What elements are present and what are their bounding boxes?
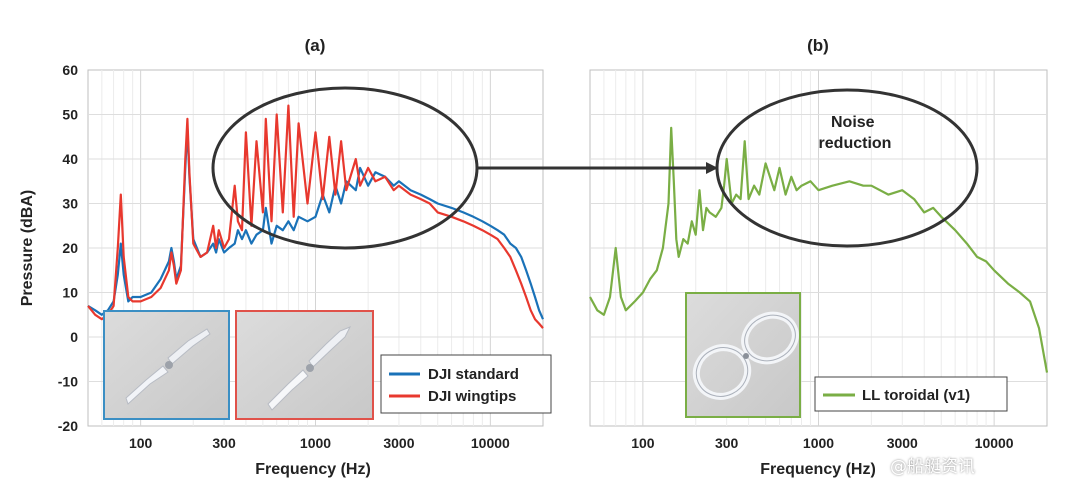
legend-b: LL toroidal (v1) — [814, 376, 1008, 412]
inset-toroidal-image — [685, 292, 801, 418]
y-tick-label: 60 — [62, 62, 78, 78]
x-tick-label: 300 — [715, 435, 739, 451]
series-b — [589, 126, 1049, 373]
legend-a: DJI standard DJI wingtips — [380, 354, 552, 414]
legend-dji-standard-label: DJI standard — [428, 366, 519, 383]
y-tick-label: -10 — [58, 374, 78, 390]
y-tick-label: 50 — [62, 107, 78, 123]
panel-a-title: (a) — [305, 36, 326, 55]
x-tick-label: 100 — [631, 435, 655, 451]
ticks-b: 100 300 1000 3000 10000 — [631, 435, 1014, 451]
y-tick-label: 30 — [62, 196, 78, 212]
y-tick-label: 10 — [62, 285, 78, 301]
noise-reduction-label: Noise reduction — [819, 114, 892, 152]
x-tick-label: 3000 — [383, 435, 414, 451]
y-axis-label: Pressure (dBA) — [19, 190, 36, 306]
y-tick-label: -20 — [58, 418, 78, 434]
series-line-dji-wingtips — [87, 104, 544, 329]
y-tick-label: 0 — [70, 329, 78, 345]
series-line-ll-toroidal-v1 — [589, 126, 1049, 373]
x-axis-label-a: Frequency (Hz) — [255, 461, 371, 478]
x-tick-label: 100 — [129, 435, 153, 451]
panel-b-title: (b) — [807, 36, 829, 55]
highlight-ellipse-b — [715, 88, 979, 248]
panel-a: 100 300 1000 3000 10000 -20 -10 0 10 20 30 40 50 60 (… — [19, 36, 552, 478]
x-tick-label: 1000 — [300, 435, 331, 451]
inset-dji-standard-image — [103, 310, 230, 420]
x-tick-label: 10000 — [975, 435, 1014, 451]
legend-ll-toroidal-label: LL toroidal (v1) — [862, 387, 970, 404]
panel-b: 100 300 1000 3000 10000 (b) Frequency (Hz) L… — [589, 36, 1049, 478]
x-tick-label: 3000 — [887, 435, 918, 451]
ticks-a: 100 300 1000 3000 10000 -20 -10 0 10 20 30 40 50 60 — [58, 62, 510, 451]
legend-dji-wingtips-label: DJI wingtips — [428, 388, 516, 405]
x-axis-label-b: Frequency (Hz) — [760, 461, 876, 478]
x-tick-label: 10000 — [471, 435, 510, 451]
x-tick-label: 300 — [212, 435, 236, 451]
x-tick-label: 1000 — [803, 435, 834, 451]
y-tick-label: 20 — [62, 240, 78, 256]
watermark: @船艇资讯 — [890, 457, 975, 477]
inset-dji-wingtips-image — [235, 310, 374, 420]
y-tick-label: 40 — [62, 151, 78, 167]
